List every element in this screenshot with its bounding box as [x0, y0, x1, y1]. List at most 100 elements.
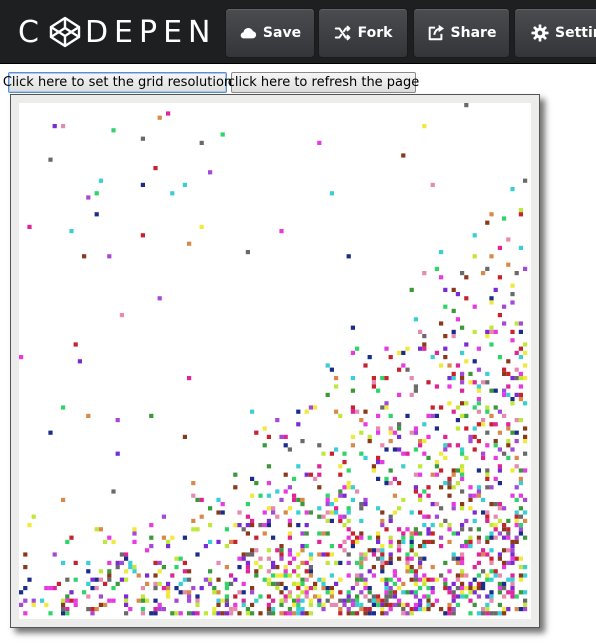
- grid-cell: [262, 510, 267, 515]
- codepen-logo[interactable]: C DEPEN: [18, 14, 217, 50]
- settings-button[interactable]: Settings: [514, 8, 596, 58]
- grid-cell: [313, 586, 318, 591]
- pixel-grid-canvas[interactable]: [19, 103, 531, 619]
- grid-cell: [317, 443, 322, 448]
- grid-cell: [195, 527, 200, 532]
- grid-cell: [388, 594, 393, 599]
- grid-cell: [313, 581, 318, 586]
- grid-cell: [258, 556, 263, 561]
- grid-cell: [325, 598, 330, 603]
- share-button[interactable]: Share: [413, 8, 510, 58]
- grid-cell: [308, 602, 313, 607]
- grid-cell: [460, 573, 465, 578]
- grid-cell: [481, 548, 486, 553]
- grid-cell: [476, 581, 481, 586]
- grid-cell: [224, 581, 229, 586]
- grid-cell: [413, 602, 418, 607]
- grid-cell: [409, 556, 414, 561]
- grid-cell: [56, 581, 61, 586]
- grid-cell: [266, 581, 271, 586]
- grid-cell: [329, 594, 334, 599]
- grid-cell: [497, 447, 502, 452]
- grid-cell: [300, 531, 305, 536]
- grid-cell: [275, 514, 280, 519]
- grid-cell: [296, 464, 301, 469]
- grid-cell: [350, 539, 355, 544]
- grid-cell: [476, 594, 481, 599]
- grid-cell: [489, 556, 494, 561]
- grid-cell: [510, 401, 515, 406]
- grid-cell: [502, 523, 507, 528]
- grid-cell: [313, 594, 318, 599]
- grid-cell: [397, 422, 402, 427]
- grid-cell: [451, 468, 456, 473]
- grid-cell: [506, 548, 511, 553]
- grid-cell: [90, 577, 95, 582]
- refresh-page-button[interactable]: click here to refresh the page: [228, 72, 419, 93]
- grid-cell: [413, 489, 418, 494]
- grid-cell: [422, 514, 427, 519]
- grid-cell: [313, 476, 318, 481]
- grid-cell: [212, 586, 217, 591]
- grid-cell: [409, 565, 414, 570]
- grid-cell: [472, 518, 477, 523]
- grid-cell: [476, 573, 481, 578]
- grid-cell: [401, 535, 406, 540]
- grid-cell: [308, 510, 313, 515]
- grid-cell: [195, 602, 200, 607]
- grid-cell: [329, 518, 334, 523]
- grid-cell: [439, 275, 444, 280]
- grid-cell: [481, 455, 486, 460]
- grid-cell: [371, 594, 376, 599]
- grid-cell: [86, 569, 91, 574]
- grid-cell: [82, 590, 87, 595]
- grid-cell: [380, 560, 385, 565]
- grid-cell: [497, 506, 502, 511]
- grid-cell: [199, 140, 204, 145]
- grid-cell: [346, 594, 351, 599]
- grid-cell: [514, 376, 519, 381]
- grid-cell: [518, 392, 523, 397]
- grid-cell: [178, 590, 183, 595]
- grid-cell: [518, 514, 523, 519]
- grid-cell: [338, 598, 343, 603]
- grid-cell: [338, 493, 343, 498]
- grid-cell: [363, 594, 368, 599]
- grid-cell: [275, 565, 280, 570]
- grid-cell: [384, 476, 389, 481]
- grid-cell: [224, 586, 229, 591]
- grid-cell: [216, 577, 221, 582]
- fork-button[interactable]: Fork: [318, 8, 408, 58]
- grid-cell: [195, 497, 200, 502]
- grid-cell: [292, 476, 297, 481]
- set-grid-resolution-button[interactable]: Click here to set the grid resolution: [3, 72, 232, 93]
- grid-cell: [124, 552, 129, 557]
- grid-cell: [241, 602, 246, 607]
- grid-cell: [334, 602, 339, 607]
- grid-cell: [401, 539, 406, 544]
- grid-cell: [485, 510, 490, 515]
- grid-cell: [350, 443, 355, 448]
- grid-cell: [418, 565, 423, 570]
- grid-cell: [422, 581, 427, 586]
- grid-cell: [455, 317, 460, 322]
- grid-cell: [350, 531, 355, 536]
- grid-cell: [233, 523, 238, 528]
- grid-cell: [464, 573, 469, 578]
- grid-cell: [157, 581, 162, 586]
- grid-cell: [451, 581, 456, 586]
- grid-cell: [90, 586, 95, 591]
- grid-cell: [296, 523, 301, 528]
- save-button[interactable]: Save: [225, 8, 315, 58]
- grid-cell: [489, 212, 494, 217]
- grid-cell: [376, 430, 381, 435]
- grid-cell: [367, 569, 372, 574]
- grid-cell: [426, 493, 431, 498]
- grid-cell: [497, 590, 502, 595]
- grid-cell: [245, 250, 250, 255]
- grid-cell: [371, 548, 376, 553]
- grid-cell: [65, 611, 70, 616]
- grid-cell: [359, 451, 364, 456]
- save-button-label: Save: [262, 25, 302, 41]
- grid-cell: [321, 451, 326, 456]
